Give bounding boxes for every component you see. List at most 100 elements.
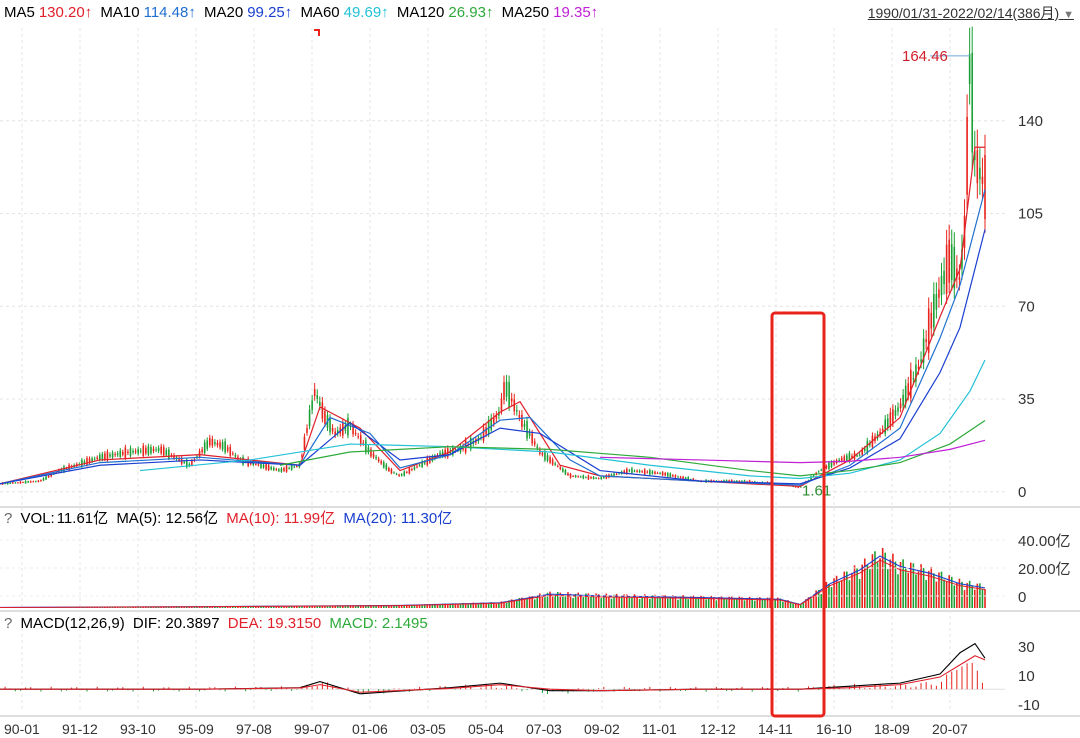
candle-body bbox=[129, 448, 132, 456]
volume-bar bbox=[559, 592, 562, 608]
candle-body bbox=[618, 473, 620, 475]
candle-body bbox=[549, 457, 551, 463]
volume-bar bbox=[446, 604, 449, 608]
volume-bar bbox=[641, 595, 643, 608]
volume-bar bbox=[562, 596, 564, 608]
candle-body bbox=[546, 455, 549, 461]
ma5-label: MA5 bbox=[4, 4, 35, 21]
volume-bar bbox=[935, 581, 938, 608]
macd-y-tick: -10 bbox=[1018, 697, 1040, 714]
candle-body bbox=[377, 458, 380, 462]
candle-body bbox=[365, 440, 367, 453]
candle-body bbox=[372, 453, 375, 458]
candle-body bbox=[679, 476, 682, 478]
candle-body bbox=[24, 480, 27, 484]
volume-bar bbox=[513, 600, 516, 608]
volume-bar bbox=[659, 597, 661, 608]
volume-bar bbox=[915, 574, 917, 608]
volume-bar bbox=[938, 572, 940, 608]
candle-body bbox=[96, 457, 99, 459]
candle-body bbox=[516, 409, 518, 412]
candle-body bbox=[925, 339, 927, 342]
candle-body bbox=[142, 445, 145, 456]
candle-body bbox=[863, 448, 866, 451]
volume-bar bbox=[718, 597, 720, 608]
volume-bar bbox=[661, 595, 664, 608]
date-range-text[interactable]: 1990/01/31-2022/02/14(386月) bbox=[867, 5, 1060, 21]
volume-bar bbox=[319, 605, 321, 608]
volume-bar bbox=[958, 578, 961, 608]
dropdown-triangle-icon[interactable]: ▼ bbox=[1063, 9, 1074, 21]
macd-title: MACD(12,26,9) bbox=[20, 615, 125, 632]
volume-bar bbox=[549, 591, 551, 608]
volume-bar bbox=[390, 606, 393, 608]
candle-body bbox=[27, 481, 29, 483]
candle-body bbox=[413, 466, 416, 470]
volume-y-tick: 20.00亿 bbox=[1018, 561, 1071, 578]
candle-body bbox=[892, 409, 894, 424]
volume-bar bbox=[728, 596, 730, 608]
candle-body bbox=[272, 467, 275, 471]
volume-bar bbox=[889, 559, 892, 608]
volume-bar bbox=[331, 605, 334, 608]
candle-body bbox=[214, 442, 216, 445]
candle-body bbox=[979, 167, 981, 180]
candle-body bbox=[83, 461, 86, 464]
date-range-selector[interactable]: 1990/01/31-2022/02/14(386月) ▼ bbox=[868, 3, 1074, 23]
volume-bar bbox=[720, 596, 723, 608]
candle-body bbox=[267, 465, 270, 470]
candle-body bbox=[559, 467, 562, 470]
candle-body bbox=[851, 455, 853, 458]
volume-bar bbox=[472, 602, 475, 608]
volume-bar bbox=[336, 605, 339, 608]
volume-bar bbox=[869, 569, 871, 608]
volume-bar bbox=[799, 604, 802, 608]
candle-body bbox=[139, 450, 142, 452]
volume-help-icon[interactable]: ? bbox=[4, 510, 13, 527]
candle-body bbox=[145, 447, 147, 454]
ma-line-ma5 bbox=[0, 146, 985, 488]
volume-bar bbox=[556, 591, 559, 608]
volume-bar bbox=[452, 603, 454, 608]
volume-bar bbox=[347, 605, 349, 608]
macd-help-icon[interactable]: ? bbox=[4, 615, 13, 632]
volume-bar bbox=[162, 606, 165, 608]
volume-bar bbox=[615, 593, 618, 608]
volume-bar bbox=[224, 606, 226, 608]
candle-body bbox=[562, 468, 564, 472]
candle-body bbox=[595, 477, 597, 479]
candle-body bbox=[347, 417, 349, 436]
volume-bar bbox=[805, 599, 807, 608]
candle-body bbox=[255, 464, 257, 466]
candle-body bbox=[109, 454, 111, 457]
volume-bar bbox=[784, 600, 787, 608]
volume-bar bbox=[605, 593, 608, 608]
candle-body bbox=[840, 457, 843, 462]
x-tick-label: 01-06 bbox=[352, 721, 388, 737]
candle-body bbox=[953, 246, 956, 289]
volume-bar bbox=[669, 597, 672, 608]
candle-body bbox=[910, 369, 912, 399]
volume-bar bbox=[981, 588, 984, 608]
volume-bar bbox=[372, 605, 375, 608]
volume-bar bbox=[815, 590, 817, 608]
candle-body bbox=[838, 459, 840, 462]
volume-bar bbox=[267, 606, 270, 608]
x-tick-label: 97-08 bbox=[236, 721, 272, 737]
volume-bar bbox=[324, 606, 326, 608]
candle-body bbox=[224, 441, 226, 453]
volume-bar bbox=[188, 606, 191, 608]
candle-body bbox=[280, 468, 283, 472]
volume-bar bbox=[733, 599, 736, 608]
volume-bar bbox=[313, 606, 316, 608]
candle-body bbox=[966, 116, 968, 195]
volume-bar bbox=[482, 602, 485, 608]
candle-body bbox=[127, 451, 129, 454]
volume-bar bbox=[449, 604, 452, 608]
candle-body bbox=[19, 481, 22, 484]
candle-body bbox=[930, 312, 933, 329]
volume-bar bbox=[498, 602, 500, 608]
volume-bar bbox=[132, 607, 134, 608]
